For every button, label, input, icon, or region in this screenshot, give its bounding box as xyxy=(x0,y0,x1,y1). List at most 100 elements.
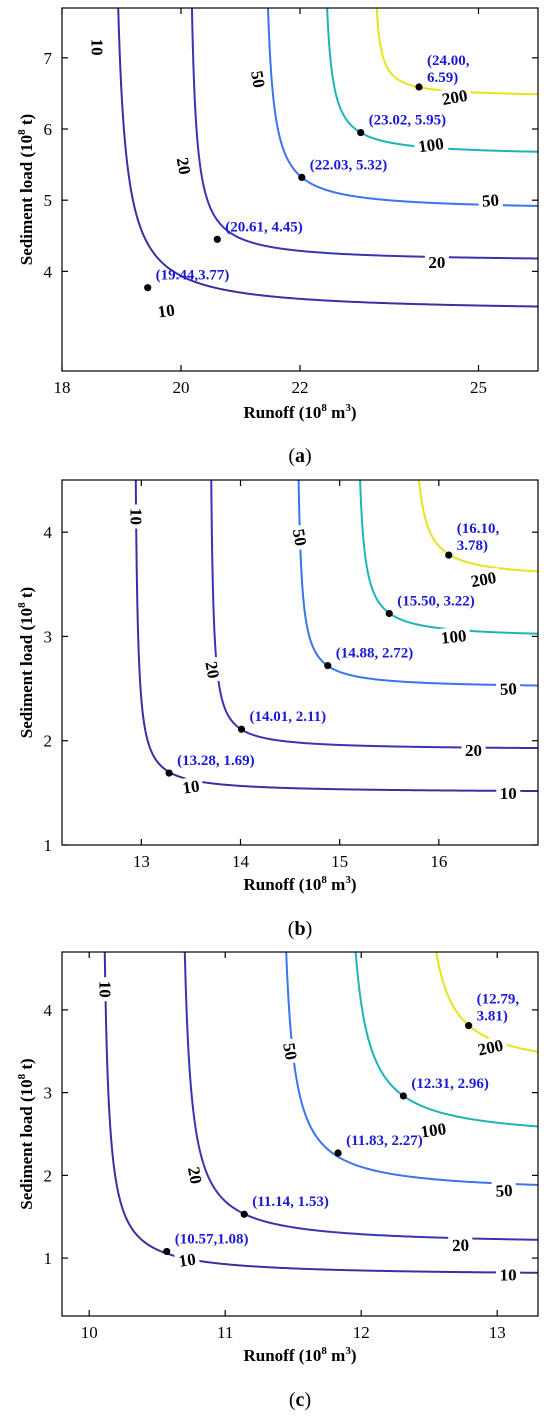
contour-label-group: 100 xyxy=(415,1118,451,1142)
point-label: (14.01, 2.11) xyxy=(249,709,326,725)
y-axis-label-sup: 8 xyxy=(16,602,28,608)
contour-label-group: 50 xyxy=(247,65,270,93)
x-axis-label-sup2: 3 xyxy=(345,874,351,886)
data-point xyxy=(144,284,152,292)
x-axis-label-text: Runoff (10 xyxy=(243,403,321,422)
data-point xyxy=(298,173,306,181)
y-tick-label: 4 xyxy=(44,262,53,281)
plot-frame xyxy=(61,479,539,846)
y-axis-label-sup: 8 xyxy=(16,1073,28,1079)
contour-label: 200 xyxy=(469,568,497,591)
contour-label: 50 xyxy=(499,679,517,699)
y-axis-label-sup: 8 xyxy=(16,129,28,135)
contour-label: 10 xyxy=(88,39,107,56)
contour-label: 10 xyxy=(96,981,115,998)
y-tick-label: 1 xyxy=(44,836,53,855)
contour-line-200 xyxy=(375,8,538,96)
x-tick-label: 15 xyxy=(331,852,348,871)
x-tick-label: 14 xyxy=(232,852,250,871)
x-axis-label-end: ) xyxy=(351,875,357,894)
chart-panel-b: 10 10 10 20 20 50 50 100 200 (13.28, 1.69) (14.01,… xyxy=(16,479,539,940)
contour-label-group: 20 xyxy=(448,1235,473,1255)
point-label: (12.79, xyxy=(477,992,520,1008)
point-label: (15.50, 3.22) xyxy=(397,593,475,609)
point-label: (20.61, 4.45) xyxy=(225,219,302,235)
contour-line-100 xyxy=(326,8,538,153)
data-point xyxy=(465,1022,473,1030)
point-label-line2: 3.78) xyxy=(457,538,488,554)
plot-frame xyxy=(61,951,539,1317)
data-point xyxy=(357,128,365,137)
contour-line-200 xyxy=(417,480,538,573)
contour-line-50 xyxy=(297,480,538,687)
contour-label: 100 xyxy=(440,626,467,648)
y-tick-label: 7 xyxy=(44,49,53,68)
contour-label: 100 xyxy=(417,134,445,156)
contour-label: 20 xyxy=(428,253,445,272)
contour-label-group: 200 xyxy=(465,567,502,591)
y-axis-label-end: t) xyxy=(17,114,36,130)
point-label: (11.83, 2.27) xyxy=(346,1133,423,1149)
contour-label-group: 20 xyxy=(424,253,449,272)
x-axis-label-sup2: 3 xyxy=(345,1345,351,1357)
data-point xyxy=(165,769,173,777)
contour-label: 200 xyxy=(441,86,469,109)
x-tick-label: 10 xyxy=(81,1323,98,1342)
x-axis-label: Runoff (108 m3) xyxy=(243,1345,356,1365)
x-tick-label: 12 xyxy=(353,1323,370,1342)
point-label-line2: 3.81) xyxy=(477,1009,508,1025)
y-axis-label-end: t) xyxy=(17,587,36,603)
contour-label-group: 10 xyxy=(173,1249,201,1271)
contour-label: 20 xyxy=(452,1236,470,1256)
point-label: (12.31, 2.96) xyxy=(411,1076,489,1092)
point-label: (14.88, 2.72) xyxy=(336,646,414,662)
contour-label-group: 20 xyxy=(201,656,224,684)
y-axis-label-group: Sediment load (108 t) xyxy=(16,587,36,738)
x-axis-label-unit: m xyxy=(327,1346,345,1365)
point-label-line2: 6.59) xyxy=(427,70,458,86)
contour-label-group: 50 xyxy=(477,190,503,211)
contour-label-group: 200 xyxy=(472,1034,509,1060)
data-point xyxy=(213,235,221,243)
y-axis-label-text: Sediment load (10 xyxy=(17,135,36,265)
contour-label: 10 xyxy=(500,1266,517,1285)
data-point xyxy=(399,1092,407,1100)
x-tick-label: 16 xyxy=(430,852,447,871)
contour-label: 20 xyxy=(184,1165,206,1185)
contour-label-group: 100 xyxy=(413,133,449,156)
point-label: (23.02, 5.95) xyxy=(369,113,447,129)
x-axis-label-sup: 8 xyxy=(321,874,327,886)
contour-label-group: 50 xyxy=(495,678,521,699)
point-label: (19.44,3.77) xyxy=(156,268,230,284)
data-point xyxy=(163,1247,171,1256)
point-label: (10.57,1.08) xyxy=(175,1231,249,1247)
y-axis-label: Sediment load (108 t) xyxy=(16,114,36,265)
contour-line-10 xyxy=(103,952,538,1274)
y-tick-label: 2 xyxy=(44,1166,53,1185)
chart-panel-a: 10 10 20 20 50 50 100 200 (19.44,3.77) (20.61, 4.… xyxy=(16,7,539,467)
contour-line-100 xyxy=(359,480,538,635)
x-axis-label-sup2: 3 xyxy=(345,402,351,414)
x-tick-label: 25 xyxy=(470,378,487,397)
y-axis-label-group: Sediment load (108 t) xyxy=(16,1058,36,1209)
contour-lines xyxy=(117,8,538,308)
contour-label: 10 xyxy=(181,777,200,798)
contour-line-20 xyxy=(190,8,538,260)
contour-label-group: 20 xyxy=(461,741,486,760)
contour-label: 20 xyxy=(465,741,482,760)
x-tick-label: 11 xyxy=(217,1323,233,1342)
panel-caption: (b) xyxy=(288,918,312,940)
panel-caption: (c) xyxy=(289,1389,311,1411)
contour-label: 10 xyxy=(156,300,175,321)
panel-caption-letter: c xyxy=(296,1389,305,1411)
x-axis-label-end: ) xyxy=(351,403,357,422)
x-axis-label-unit: m xyxy=(327,403,345,422)
contour-label-group: 20 xyxy=(173,152,195,180)
y-axis-label: Sediment load (108 t) xyxy=(16,1058,36,1209)
x-axis-label-end: ) xyxy=(351,1346,357,1365)
x-tick-label: 13 xyxy=(133,852,150,871)
y-axis-label-text: Sediment load (10 xyxy=(17,608,36,738)
x-axis-label-unit: m xyxy=(327,875,345,894)
data-point xyxy=(324,662,332,670)
